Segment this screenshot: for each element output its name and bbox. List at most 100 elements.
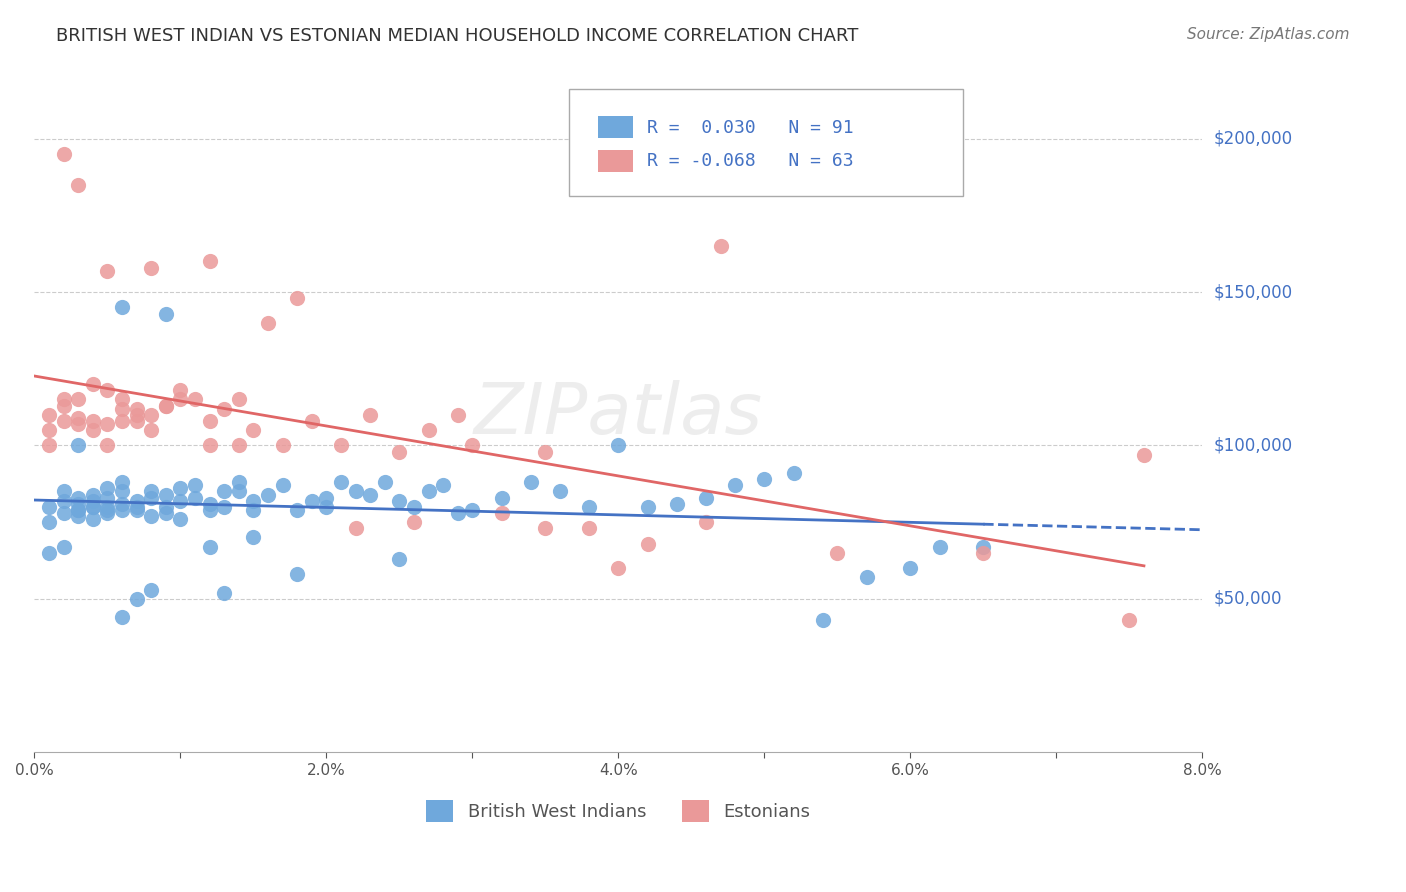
Point	[782, 466, 804, 480]
Point	[491, 491, 513, 505]
Point	[155, 487, 177, 501]
Point	[827, 546, 849, 560]
Point	[534, 444, 557, 458]
Point	[96, 438, 118, 452]
Point	[67, 438, 90, 452]
Point	[212, 401, 235, 416]
Point	[695, 515, 717, 529]
Point	[169, 392, 191, 407]
Point	[198, 438, 221, 452]
Point	[212, 500, 235, 514]
Point	[330, 438, 353, 452]
Point	[855, 570, 877, 584]
Point	[212, 484, 235, 499]
Point	[418, 423, 440, 437]
Point	[928, 540, 950, 554]
Point	[111, 610, 134, 624]
Point	[82, 423, 104, 437]
Point	[96, 491, 118, 505]
Point	[67, 497, 90, 511]
Text: R = -0.068   N = 63: R = -0.068 N = 63	[647, 152, 853, 169]
Point	[637, 536, 659, 550]
Point	[257, 316, 280, 330]
Point	[125, 591, 148, 606]
Point	[96, 506, 118, 520]
Point	[111, 301, 134, 315]
Point	[125, 414, 148, 428]
Point	[52, 484, 75, 499]
Point	[141, 491, 163, 505]
Point	[388, 552, 411, 566]
Point	[418, 484, 440, 499]
Point	[709, 239, 731, 253]
Point	[52, 506, 75, 520]
Point	[637, 500, 659, 514]
Point	[198, 497, 221, 511]
Point	[257, 487, 280, 501]
Point	[111, 503, 134, 517]
Legend: British West Indians, Estonians: British West Indians, Estonians	[418, 790, 820, 830]
Point	[111, 484, 134, 499]
Point	[169, 512, 191, 526]
Point	[754, 472, 776, 486]
Point	[155, 399, 177, 413]
Point	[1118, 613, 1140, 627]
Point	[491, 506, 513, 520]
Point	[67, 508, 90, 523]
Point	[359, 408, 381, 422]
Point	[519, 475, 541, 490]
Point	[96, 417, 118, 431]
Point	[271, 438, 294, 452]
Point	[82, 500, 104, 514]
Point	[665, 497, 688, 511]
Point	[67, 503, 90, 517]
Point	[52, 147, 75, 161]
Point	[169, 384, 191, 398]
Point	[52, 414, 75, 428]
Point	[242, 423, 264, 437]
Point	[141, 582, 163, 597]
Point	[228, 484, 250, 499]
Point	[447, 506, 470, 520]
Point	[212, 585, 235, 599]
Point	[724, 478, 747, 492]
Point	[155, 307, 177, 321]
Point	[432, 478, 454, 492]
Point	[155, 500, 177, 514]
Point	[548, 484, 571, 499]
Point	[184, 392, 207, 407]
Point	[184, 491, 207, 505]
Point	[374, 475, 396, 490]
Point	[67, 417, 90, 431]
Point	[52, 493, 75, 508]
Point	[96, 500, 118, 514]
Point	[301, 493, 323, 508]
Point	[67, 491, 90, 505]
Point	[155, 399, 177, 413]
Point	[82, 493, 104, 508]
Point	[82, 500, 104, 514]
Point	[67, 410, 90, 425]
Point	[67, 392, 90, 407]
Point	[67, 503, 90, 517]
Point	[111, 392, 134, 407]
Point	[402, 515, 425, 529]
Point	[228, 438, 250, 452]
Point	[125, 408, 148, 422]
Point	[534, 521, 557, 535]
Point	[38, 546, 60, 560]
Point	[402, 500, 425, 514]
Point	[972, 546, 994, 560]
Point	[125, 493, 148, 508]
Point	[169, 482, 191, 496]
Point	[82, 487, 104, 501]
Point	[52, 399, 75, 413]
Point	[38, 438, 60, 452]
Text: $50,000: $50,000	[1213, 590, 1282, 607]
Point	[228, 475, 250, 490]
Point	[111, 414, 134, 428]
Point	[301, 414, 323, 428]
Point	[184, 478, 207, 492]
Point	[38, 515, 60, 529]
Point	[330, 475, 353, 490]
